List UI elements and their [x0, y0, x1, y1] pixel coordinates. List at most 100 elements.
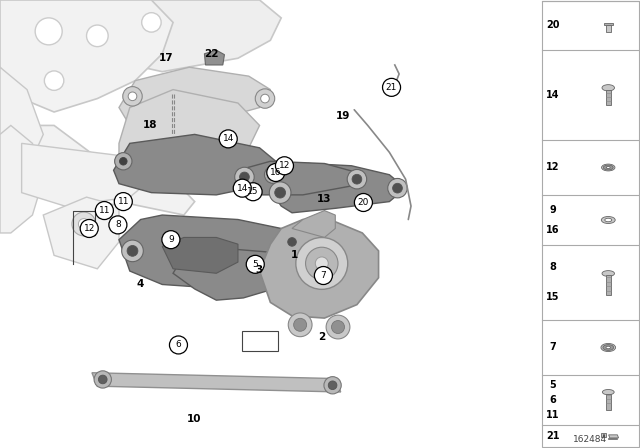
Circle shape — [294, 319, 307, 331]
Circle shape — [347, 169, 367, 189]
Circle shape — [255, 89, 275, 108]
Text: 11: 11 — [546, 410, 559, 420]
Circle shape — [239, 172, 250, 182]
Polygon shape — [22, 125, 195, 215]
Bar — [605, 26, 611, 31]
Circle shape — [141, 13, 161, 32]
Text: 10: 10 — [186, 414, 201, 424]
Circle shape — [128, 92, 137, 101]
Circle shape — [326, 315, 350, 339]
Circle shape — [275, 157, 294, 175]
Circle shape — [233, 179, 252, 197]
Circle shape — [324, 377, 341, 394]
Bar — [241, 332, 278, 351]
Polygon shape — [270, 164, 406, 213]
Bar — [606, 394, 611, 409]
Text: 2: 2 — [318, 332, 325, 342]
Polygon shape — [0, 0, 173, 112]
Polygon shape — [92, 373, 340, 392]
Text: 18: 18 — [143, 121, 157, 130]
Circle shape — [264, 166, 282, 183]
Text: 14: 14 — [237, 184, 248, 193]
Circle shape — [267, 164, 285, 181]
Text: 6: 6 — [549, 395, 556, 405]
Polygon shape — [119, 90, 260, 170]
Circle shape — [383, 78, 401, 96]
Polygon shape — [44, 197, 119, 269]
Circle shape — [162, 231, 180, 249]
Ellipse shape — [602, 85, 614, 91]
Circle shape — [122, 240, 143, 262]
Text: 3: 3 — [255, 265, 262, 275]
Text: 8: 8 — [115, 220, 121, 229]
Circle shape — [355, 194, 372, 211]
Circle shape — [44, 71, 64, 90]
Polygon shape — [609, 435, 619, 438]
Circle shape — [284, 233, 301, 250]
Circle shape — [388, 178, 407, 198]
Circle shape — [79, 219, 89, 229]
Text: 7: 7 — [321, 271, 326, 280]
Circle shape — [94, 371, 111, 388]
Circle shape — [246, 255, 264, 273]
Text: 4: 4 — [137, 280, 144, 289]
Text: 14: 14 — [223, 134, 234, 143]
Text: 7: 7 — [549, 343, 556, 353]
Circle shape — [115, 153, 132, 170]
Ellipse shape — [602, 389, 614, 395]
Circle shape — [235, 167, 254, 187]
Text: 22: 22 — [204, 49, 218, 59]
Circle shape — [260, 94, 269, 103]
Text: 9: 9 — [549, 205, 556, 215]
Text: 17: 17 — [159, 53, 174, 63]
Ellipse shape — [602, 271, 614, 276]
Text: 14: 14 — [546, 90, 559, 100]
Ellipse shape — [604, 165, 613, 170]
Text: 19: 19 — [336, 112, 351, 121]
Text: 5: 5 — [252, 260, 258, 269]
Ellipse shape — [601, 344, 616, 352]
Circle shape — [314, 267, 332, 284]
Circle shape — [352, 174, 362, 184]
Circle shape — [316, 257, 328, 270]
Polygon shape — [113, 134, 281, 195]
Circle shape — [305, 247, 338, 280]
Text: 15: 15 — [247, 187, 259, 196]
Text: 5: 5 — [549, 380, 556, 390]
Text: 20: 20 — [546, 21, 559, 30]
Circle shape — [120, 158, 127, 165]
Bar — [602, 434, 604, 437]
Text: 11: 11 — [118, 197, 129, 206]
Ellipse shape — [603, 345, 614, 350]
Text: 12: 12 — [546, 163, 559, 172]
Ellipse shape — [605, 218, 612, 222]
Text: 6: 6 — [175, 340, 181, 349]
Circle shape — [95, 202, 113, 220]
Circle shape — [123, 86, 142, 106]
Circle shape — [115, 193, 132, 211]
Circle shape — [72, 212, 96, 236]
Text: 8: 8 — [549, 263, 556, 272]
Circle shape — [332, 321, 344, 333]
Polygon shape — [0, 67, 44, 170]
Circle shape — [35, 18, 62, 45]
Polygon shape — [11, 0, 281, 72]
Text: 11: 11 — [99, 206, 110, 215]
Circle shape — [392, 183, 403, 193]
Text: 20: 20 — [358, 198, 369, 207]
Text: 16: 16 — [546, 225, 559, 235]
Polygon shape — [260, 220, 379, 318]
Polygon shape — [204, 50, 225, 65]
Text: 21: 21 — [386, 83, 397, 92]
Circle shape — [109, 216, 127, 234]
Polygon shape — [173, 249, 292, 300]
Circle shape — [288, 237, 296, 246]
Circle shape — [328, 381, 337, 390]
Bar — [606, 90, 611, 105]
Circle shape — [288, 313, 312, 337]
Text: 12: 12 — [279, 161, 290, 170]
Polygon shape — [238, 161, 357, 195]
Bar — [602, 433, 605, 437]
Bar — [604, 23, 612, 26]
Circle shape — [269, 171, 277, 178]
